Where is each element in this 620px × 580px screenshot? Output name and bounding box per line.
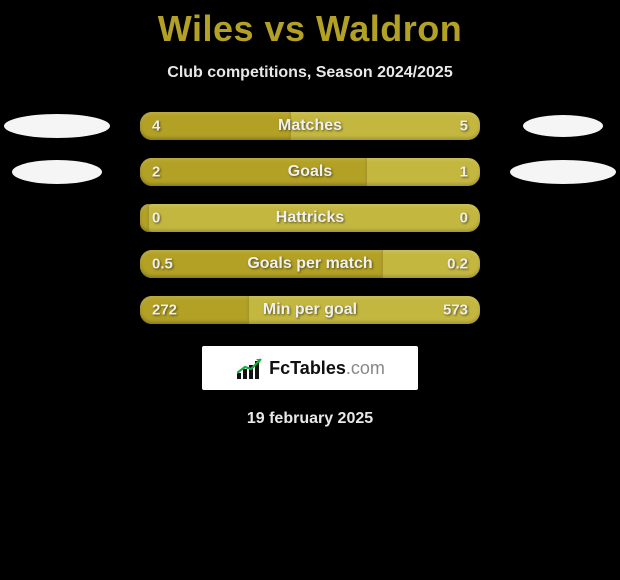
right-team-shape [510, 160, 616, 184]
page-title: Wiles vs Waldron [0, 0, 620, 50]
left-spacer [4, 298, 110, 322]
right-spacer [510, 298, 616, 322]
stat-label: Matches [278, 117, 342, 135]
date-label: 19 february 2025 [0, 410, 620, 428]
stat-label: Goals [288, 163, 332, 181]
stat-row-gpm: 0.5 Goals per match 0.2 [0, 250, 620, 278]
stat-bar-fill [140, 158, 367, 186]
right-spacer [510, 206, 616, 230]
stat-value-right: 1 [460, 164, 468, 181]
stat-bar: 272 Min per goal 573 [140, 296, 480, 324]
stat-row-hattricks: 0 Hattricks 0 [0, 204, 620, 232]
logo-text-suffix: .com [346, 358, 385, 378]
stat-bar: 4 Matches 5 [140, 112, 480, 140]
stat-row-matches: 4 Matches 5 [0, 112, 620, 140]
stat-value-right: 0 [460, 210, 468, 227]
stat-row-mpg: 272 Min per goal 573 [0, 296, 620, 324]
stat-bar-fill [140, 204, 149, 232]
stat-value-right: 573 [443, 302, 468, 319]
right-team-shape [523, 115, 603, 137]
stat-value-right: 5 [460, 118, 468, 135]
left-team-shape [12, 160, 102, 184]
stat-bar: 0 Hattricks 0 [140, 204, 480, 232]
stat-bar-fill [140, 112, 291, 140]
stat-value-left: 272 [152, 302, 177, 319]
fctables-logo: FcTables.com [202, 346, 418, 390]
logo-text: FcTables.com [269, 358, 385, 379]
stat-label: Min per goal [263, 301, 357, 319]
chart-icon [235, 357, 263, 379]
stat-label: Hattricks [276, 209, 344, 227]
logo-text-main: FcTables [269, 358, 346, 378]
stat-label: Goals per match [247, 255, 372, 273]
stat-value-left: 0.5 [152, 256, 173, 273]
stat-value-right: 0.2 [447, 256, 468, 273]
right-spacer [510, 252, 616, 276]
left-spacer [4, 252, 110, 276]
comparison-chart: 4 Matches 5 2 Goals 1 0 Hattricks 0 [0, 112, 620, 324]
stat-value-left: 0 [152, 210, 160, 227]
stat-value-left: 2 [152, 164, 160, 181]
stat-value-left: 4 [152, 118, 160, 135]
stat-row-goals: 2 Goals 1 [0, 158, 620, 186]
left-team-shape [4, 114, 110, 138]
stat-bar: 2 Goals 1 [140, 158, 480, 186]
left-spacer [4, 206, 110, 230]
page-subtitle: Club competitions, Season 2024/2025 [0, 64, 620, 82]
stat-bar: 0.5 Goals per match 0.2 [140, 250, 480, 278]
